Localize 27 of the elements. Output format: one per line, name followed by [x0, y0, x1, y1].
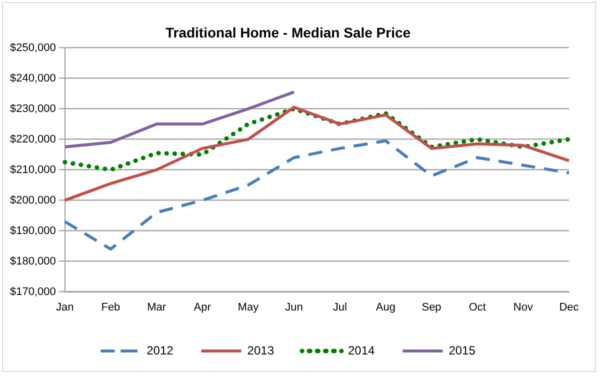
legend-label: 2013	[247, 343, 274, 358]
chart-title: Traditional Home - Median Sale Price	[165, 24, 411, 40]
y-tick-label: $250,000	[10, 42, 56, 54]
y-tick-label: $240,000	[10, 72, 56, 84]
y-tick-label: $190,000	[10, 224, 56, 237]
x-tick-label: Jul	[332, 301, 347, 314]
x-tick-label: Apr	[194, 301, 212, 314]
x-tick-label: Mar	[147, 301, 166, 314]
x-tick-label: Sep	[422, 301, 442, 314]
legend-label: 2014	[348, 343, 376, 358]
y-tick-label: $210,000	[10, 164, 56, 176]
y-tick-label: $230,000	[10, 102, 56, 115]
y-tick-label: $180,000	[10, 255, 56, 268]
line-series	[62, 106, 572, 172]
x-tick-label: Oct	[468, 301, 486, 314]
x-tick-label: May	[238, 301, 260, 314]
x-tick-label: Jan	[56, 301, 74, 314]
x-tick-label: Dec	[559, 301, 580, 314]
x-tick-label: Feb	[101, 301, 120, 314]
y-tick-label: $170,000	[10, 286, 56, 298]
x-tick-label: Aug	[376, 301, 396, 314]
legend-label: 2012	[146, 343, 174, 358]
x-tick-label: Jun	[285, 301, 303, 314]
y-tick-label: $220,000	[10, 133, 56, 146]
y-tick-label: $200,000	[10, 194, 56, 206]
legend-label: 2015	[448, 343, 476, 358]
x-tick-label: Nov	[513, 301, 534, 314]
